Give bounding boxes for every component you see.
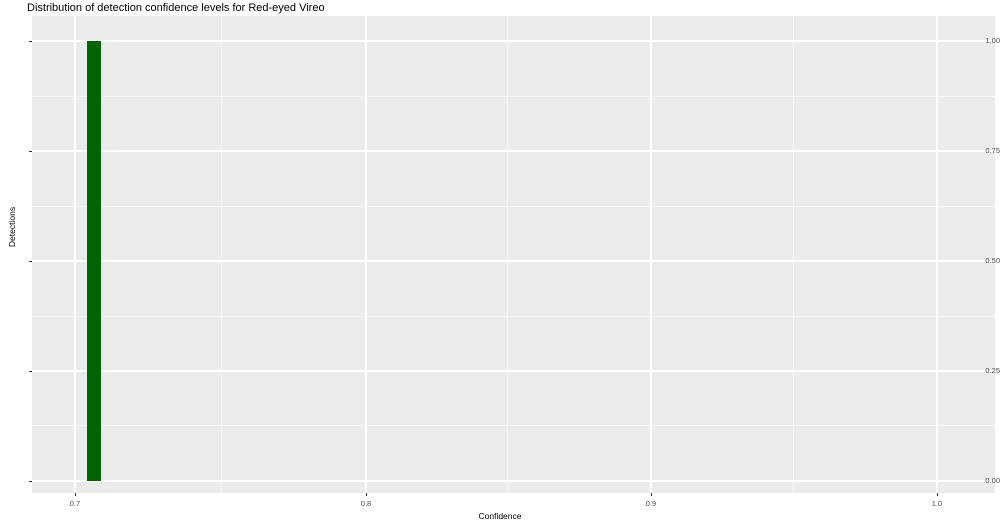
plot-panel bbox=[32, 16, 995, 493]
y-tick-label-1: 1.00 bbox=[985, 36, 1000, 45]
y-tick-label-075: 0.75 bbox=[985, 146, 1000, 155]
y-tick-mark bbox=[29, 261, 32, 262]
y-tick-label-000: 0.00 bbox=[985, 476, 1000, 485]
x-tick-mark bbox=[937, 493, 938, 496]
gridline-major-horizontal bbox=[32, 260, 995, 262]
gridline-minor-vertical bbox=[221, 16, 222, 493]
histogram-bar bbox=[87, 41, 101, 481]
gridline-major-horizontal bbox=[32, 480, 995, 482]
y-tick-mark bbox=[29, 151, 32, 152]
x-tick-label-08: 0.8 bbox=[360, 499, 372, 508]
y-tick-mark bbox=[29, 41, 32, 42]
x-tick-label-10: 1.0 bbox=[931, 499, 943, 508]
gridline-major-vertical bbox=[365, 16, 367, 493]
gridline-major-vertical bbox=[650, 16, 652, 493]
gridline-major-horizontal bbox=[32, 40, 995, 42]
chart-title: Distribution of detection confidence lev… bbox=[27, 2, 325, 14]
gridline-major-vertical bbox=[936, 16, 938, 493]
gridline-major-horizontal bbox=[32, 150, 995, 152]
gridline-minor-horizontal bbox=[32, 96, 995, 97]
y-tick-mark bbox=[29, 481, 32, 482]
x-tick-mark bbox=[75, 493, 76, 496]
gridline-minor-horizontal bbox=[32, 425, 995, 426]
gridline-minor-horizontal bbox=[32, 206, 995, 207]
x-tick-label-07: 0.7 bbox=[69, 499, 81, 508]
y-tick-label-025: 0.25 bbox=[985, 366, 1000, 375]
x-axis-title: Confidence bbox=[478, 511, 522, 521]
gridline-major-horizontal bbox=[32, 370, 995, 372]
gridline-minor-horizontal bbox=[32, 316, 995, 317]
x-tick-mark bbox=[651, 493, 652, 496]
gridline-minor-vertical bbox=[507, 16, 508, 493]
x-tick-label-09: 0.9 bbox=[645, 499, 657, 508]
x-tick-mark bbox=[366, 493, 367, 496]
gridline-major-vertical bbox=[74, 16, 76, 493]
gridline-minor-vertical bbox=[793, 16, 794, 493]
y-tick-mark bbox=[29, 371, 32, 372]
y-axis-title: Detections bbox=[7, 206, 17, 248]
y-tick-label-050: 0.50 bbox=[985, 256, 1000, 265]
